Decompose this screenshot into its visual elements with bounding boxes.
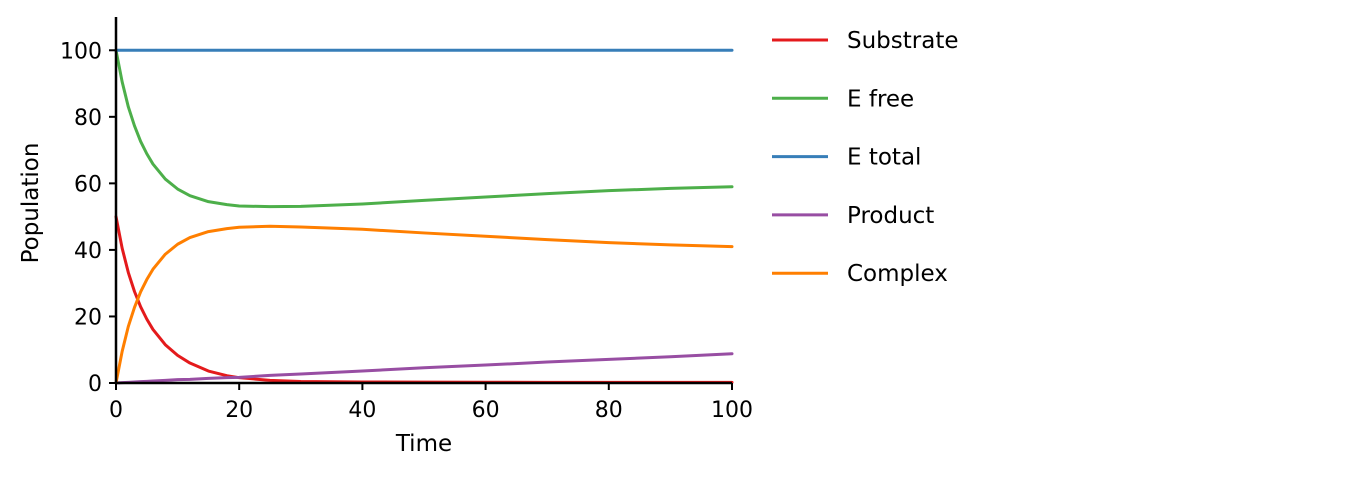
x-tick-label: 100 — [711, 398, 753, 423]
y-tick-label: 20 — [74, 305, 102, 330]
series-line-complex — [114, 224, 734, 385]
y-tick-label: 0 — [88, 372, 102, 397]
legend-item-complex: Complex — [772, 261, 948, 287]
legend-item-e-total: E total — [772, 145, 921, 171]
x-tick-label: 60 — [472, 398, 500, 423]
x-tick-label: 20 — [225, 398, 253, 423]
legend-item-e-free: E free — [772, 86, 914, 112]
legend-item-substrate: Substrate — [772, 28, 959, 54]
y-tick-label: 40 — [74, 239, 102, 264]
y-tick-label: 60 — [74, 172, 102, 197]
legend-label: E total — [847, 145, 921, 171]
legend-item-product: Product — [772, 203, 934, 229]
series-line-product — [114, 352, 734, 385]
legend-label: Complex — [847, 261, 948, 287]
series-line-e-free — [114, 48, 734, 209]
legend-label: E free — [847, 86, 914, 112]
y-axis-title: Population — [18, 143, 44, 264]
series-layer — [114, 48, 734, 385]
x-tick-label: 80 — [595, 398, 623, 423]
axes-layer — [114, 17, 732, 385]
legend-label: Product — [847, 203, 934, 229]
y-tick-label: 100 — [60, 39, 102, 64]
x-tick-label: 0 — [109, 398, 123, 423]
legend: Substrate E free E total Product Complex — [772, 28, 959, 287]
x-tick-label: 40 — [348, 398, 376, 423]
ticks-layer: 0 20 40 60 80 100 0 20 40 60 80 100 — [60, 39, 753, 423]
legend-label: Substrate — [847, 28, 959, 54]
x-axis-title: Time — [395, 431, 452, 457]
y-tick-label: 80 — [74, 106, 102, 131]
